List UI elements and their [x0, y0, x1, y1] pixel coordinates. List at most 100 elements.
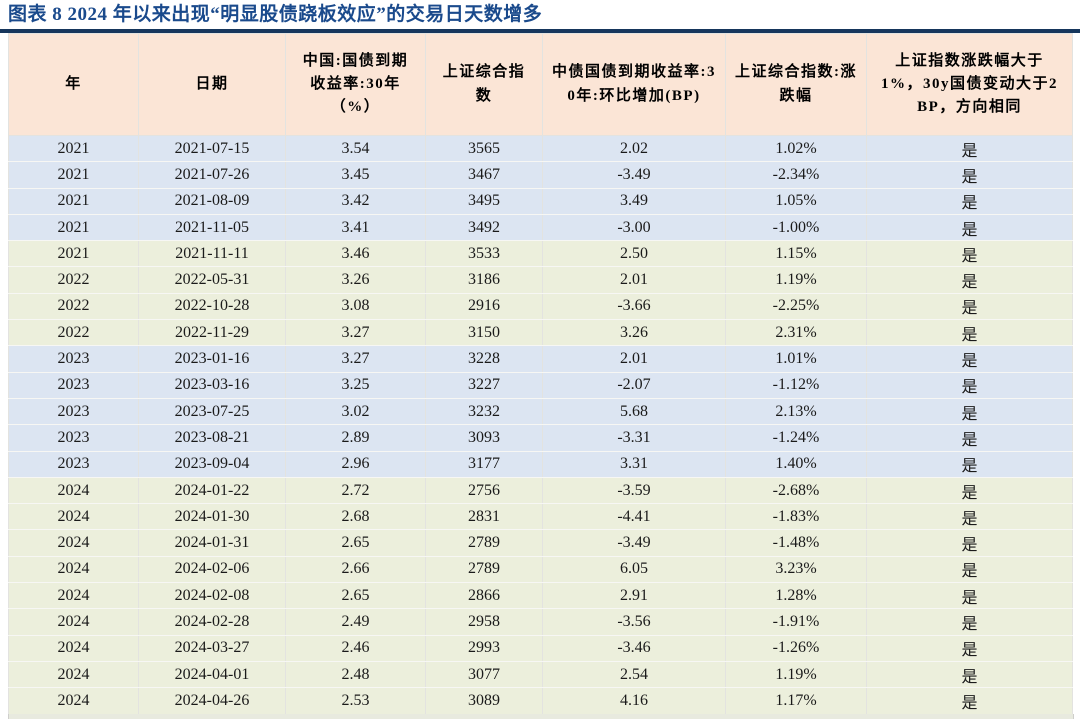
cell-year: 2024	[8, 608, 139, 636]
cell-sse-change-pct: -1.12%	[725, 371, 867, 399]
cell-treasury-yield-30y: 3.46	[285, 240, 426, 268]
cell-treasury-yield-30y: 3.45	[285, 161, 426, 189]
cell-year: 2022	[8, 319, 139, 347]
cell-date: 2024-04-26	[138, 687, 286, 715]
cell-date: 2024-02-06	[138, 555, 286, 584]
cell-date: 2021-11-05	[138, 213, 286, 242]
cell-year: 2021	[8, 161, 139, 189]
table-row: 2021 2021-07-15 3.54 3565 2.02 1.02% 是	[8, 134, 1073, 163]
cell-same-direction-flag: 是	[866, 292, 1073, 321]
title-underline	[0, 29, 1080, 33]
col-header-yield-change-bp: 中债国债到期收益率:30年:环比增加(BP)	[542, 33, 726, 136]
cell-same-direction-flag: 是	[866, 476, 1073, 505]
cell-sse-index: 3492	[425, 213, 543, 242]
cell-sse-change-pct: 1.19%	[725, 266, 867, 294]
cell-sse-index: 2831	[425, 503, 543, 531]
cell-yield-change-bp: -3.56	[542, 608, 726, 636]
cell-sse-index: 3565	[425, 134, 543, 163]
cell-date: 2024-01-31	[138, 529, 286, 557]
cell-date: 2021-07-15	[138, 134, 286, 163]
cell-sse-change-pct: 1.28%	[725, 582, 867, 610]
cell-date: 2024-01-22	[138, 476, 286, 505]
table-row: 2024 2024-01-31 2.65 2789 -3.49 -1.48% 是	[8, 529, 1073, 557]
cell-sse-change-pct: 1.01%	[725, 345, 867, 373]
cell-yield-change-bp: -3.49	[542, 529, 726, 557]
cell-sse-index: 2756	[425, 476, 543, 505]
cell-sse-change-pct: -1.26%	[725, 634, 867, 662]
cell-date: 2021-07-26	[138, 161, 286, 189]
cell-yield-change-bp: -3.00	[542, 213, 726, 242]
table-row: 2023 2023-03-16 3.25 3227 -2.07 -1.12% 是	[8, 371, 1073, 399]
cell-sse-change-pct: 1.40%	[725, 450, 867, 478]
cell-sse-change-pct: -1.00%	[725, 213, 867, 242]
cell-same-direction-flag: 是	[866, 345, 1073, 373]
table-row: 2023 2023-07-25 3.02 3232 5.68 2.13% 是	[8, 397, 1073, 426]
cell-year: 2023	[8, 345, 139, 373]
cell-treasury-yield-30y: 2.96	[285, 450, 426, 478]
col-header-same-direction-condition: 上证指数涨跌幅大于1%，30y国债变动大于2BP，方向相同	[866, 33, 1073, 136]
cell-treasury-yield-30y: 3.02	[285, 397, 426, 426]
cell-sse-index: 3232	[425, 397, 543, 426]
cell-sse-change-pct: 1.17%	[725, 687, 867, 715]
cell-sse-index: 2993	[425, 634, 543, 662]
header-row: 年 日期 中国:国债到期收益率:30年（%） 上证综合指数 中债国债到期收益率:…	[8, 33, 1073, 136]
cell-same-direction-flag: 是	[866, 503, 1073, 531]
cell-year: 2023	[8, 397, 139, 426]
cell-yield-change-bp: -4.41	[542, 503, 726, 531]
cell-treasury-yield-30y: 2.68	[285, 503, 426, 531]
cell-sse-change-pct: 1.02%	[725, 134, 867, 163]
cell-date: 2022-11-29	[138, 319, 286, 347]
cell-treasury-yield-30y: 3.26	[285, 266, 426, 294]
cell-date: 2023-09-04	[138, 450, 286, 478]
cell-treasury-yield-30y: 2.66	[285, 555, 426, 584]
cell-sse-change-pct: -1.24%	[725, 424, 867, 452]
cell-date: 2024-02-08	[138, 582, 286, 610]
cell-date: 2024-04-01	[138, 660, 286, 689]
clipped-next-row	[8, 714, 1074, 719]
col-header-sse-change-pct: 上证综合指数:涨跌幅	[725, 33, 867, 136]
cell-sse-index: 3228	[425, 345, 543, 373]
cell-same-direction-flag: 是	[866, 634, 1073, 662]
cell-year: 2021	[8, 240, 139, 268]
cell-same-direction-flag: 是	[866, 424, 1073, 452]
cell-sse-change-pct: -2.25%	[725, 292, 867, 321]
cell-yield-change-bp: 2.02	[542, 134, 726, 163]
cell-yield-change-bp: 2.91	[542, 582, 726, 610]
cell-year: 2021	[8, 134, 139, 163]
cell-sse-change-pct: 1.05%	[725, 187, 867, 215]
cell-same-direction-flag: 是	[866, 608, 1073, 636]
cell-date: 2023-03-16	[138, 371, 286, 399]
cell-year: 2024	[8, 687, 139, 715]
cell-yield-change-bp: -3.59	[542, 476, 726, 505]
cell-same-direction-flag: 是	[866, 371, 1073, 399]
table-row: 2022 2022-05-31 3.26 3186 2.01 1.19% 是	[8, 266, 1073, 294]
cell-sse-change-pct: -1.83%	[725, 503, 867, 531]
cell-yield-change-bp: -2.07	[542, 371, 726, 399]
cell-yield-change-bp: 3.26	[542, 319, 726, 347]
cell-same-direction-flag: 是	[866, 213, 1073, 242]
cell-sse-index: 3089	[425, 687, 543, 715]
cell-year: 2021	[8, 213, 139, 242]
cell-yield-change-bp: 4.16	[542, 687, 726, 715]
cell-same-direction-flag: 是	[866, 687, 1073, 715]
table-row: 2021 2021-11-05 3.41 3492 -3.00 -1.00% 是	[8, 213, 1073, 242]
table-row: 2021 2021-08-09 3.42 3495 3.49 1.05% 是	[8, 187, 1073, 215]
cell-sse-index: 3150	[425, 319, 543, 347]
table-row: 2021 2021-07-26 3.45 3467 -3.49 -2.34% 是	[8, 161, 1073, 189]
cell-sse-index: 2958	[425, 608, 543, 636]
cell-same-direction-flag: 是	[866, 187, 1073, 215]
cell-treasury-yield-30y: 3.41	[285, 213, 426, 242]
table-row: 2024 2024-04-26 2.53 3089 4.16 1.17% 是	[8, 687, 1073, 715]
cell-sse-index: 3227	[425, 371, 543, 399]
seesaw-effect-table: 年 日期 中国:国债到期收益率:30年（%） 上证综合指数 中债国债到期收益率:…	[8, 33, 1073, 715]
cell-treasury-yield-30y: 3.25	[285, 371, 426, 399]
cell-sse-index: 2789	[425, 529, 543, 557]
cell-sse-index: 3467	[425, 161, 543, 189]
cell-year: 2022	[8, 292, 139, 321]
cell-year: 2024	[8, 476, 139, 505]
col-header-date: 日期	[138, 33, 286, 136]
table-row: 2021 2021-11-11 3.46 3533 2.50 1.15% 是	[8, 240, 1073, 268]
cell-year: 2024	[8, 582, 139, 610]
cell-year: 2024	[8, 660, 139, 689]
cell-sse-index: 3186	[425, 266, 543, 294]
